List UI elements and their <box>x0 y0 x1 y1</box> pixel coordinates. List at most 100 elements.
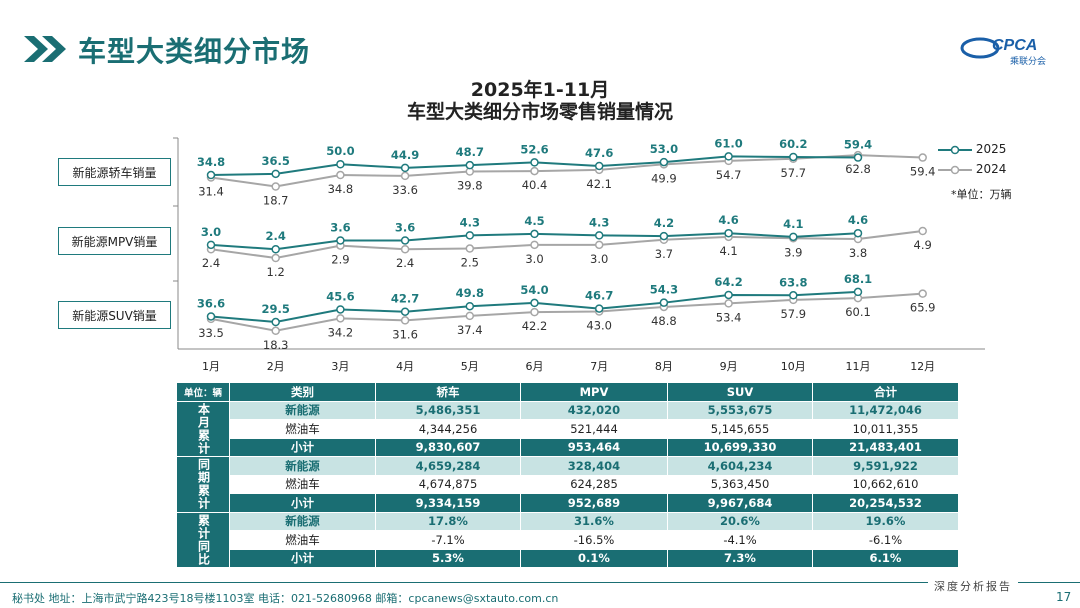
data-point-2024 <box>918 153 927 162</box>
panel-label-sedan: 新能源轿车销量 <box>58 158 171 186</box>
data-label-2024: 48.8 <box>651 314 677 328</box>
data-label-2024: 3.7 <box>655 247 673 261</box>
data-label-2024: 62.8 <box>845 162 871 176</box>
data-point-2024 <box>594 240 604 250</box>
data-point-2025 <box>594 161 604 171</box>
data-point-2025 <box>271 244 280 254</box>
col-header-mpv: MPV <box>520 382 668 402</box>
data-label-2024: 53.4 <box>716 310 742 324</box>
data-point-2024 <box>724 299 733 308</box>
table-header-row: 单位：辆 类别 轿车 MPV SUV 合计 <box>176 382 959 402</box>
data-label-2025: 36.5 <box>262 154 290 168</box>
data-point-2025 <box>724 228 733 238</box>
panel-label-mpv: 新能源MPV销量 <box>58 227 171 255</box>
group-label: 本月累计 <box>176 400 230 457</box>
data-label-2025: 63.8 <box>779 275 807 289</box>
table-cell: 6.1% <box>812 548 959 568</box>
data-point-2024 <box>271 182 280 191</box>
data-point-2025 <box>206 312 216 321</box>
data-point-2025 <box>789 232 798 242</box>
table-cell: -7.1% <box>375 530 521 550</box>
table-cell: 952,689 <box>520 493 668 513</box>
data-label-2025: 54.0 <box>520 283 548 297</box>
data-label-2025: 4.6 <box>718 213 738 227</box>
x-tick-label: 9月 <box>720 360 738 373</box>
col-header-total: 合计 <box>812 382 959 402</box>
table-cell: 20.6% <box>667 511 813 531</box>
data-label-2024: 34.8 <box>328 182 354 196</box>
table-cell: 624,285 <box>520 474 668 494</box>
data-point-2025 <box>724 152 733 161</box>
group-label: 累计同比 <box>176 511 230 568</box>
table-cell: 10,011,355 <box>812 419 959 439</box>
double-chevron-icon <box>24 36 66 62</box>
x-tick-label: 8月 <box>655 360 673 373</box>
data-point-2025 <box>530 158 539 167</box>
data-label-2024: 31.6 <box>392 327 418 341</box>
table-cell: 4,604,234 <box>667 456 813 476</box>
table-cell: 新能源 <box>229 456 376 476</box>
data-point-2025 <box>465 231 475 240</box>
table-cell: 4,344,256 <box>375 419 521 439</box>
data-label-2024: 42.2 <box>522 319 548 333</box>
table-cell: 4,659,284 <box>375 456 521 476</box>
table-row: 小计 9,334,159 952,689 9,967,684 20,254,532 <box>177 493 959 513</box>
table-cell: 10,662,610 <box>812 474 959 494</box>
data-label-2024: 2.9 <box>331 253 349 267</box>
data-label-2024: 18.7 <box>263 194 289 208</box>
table-cell: 小计 <box>229 548 376 568</box>
table-unit: 单位：辆 <box>176 382 230 402</box>
data-point-2025 <box>659 157 669 167</box>
x-tick-label: 5月 <box>461 360 479 373</box>
data-label-2025: 4.3 <box>460 215 480 229</box>
data-label-2025: 64.2 <box>714 275 742 289</box>
data-point-2025 <box>594 231 604 240</box>
table-cell: 31.6% <box>520 511 668 531</box>
data-label-2024: 4.9 <box>914 238 932 252</box>
data-label-2025: 29.5 <box>262 302 290 316</box>
table-cell: 5,363,450 <box>667 474 813 494</box>
data-label-2025: 2.4 <box>266 229 286 243</box>
x-tick-label: 2月 <box>267 360 285 373</box>
data-point-2024 <box>336 314 345 323</box>
data-point-2025 <box>336 159 345 169</box>
data-label-2025: 60.2 <box>779 137 807 151</box>
data-point-2024 <box>530 240 539 250</box>
data-label-2024: 57.7 <box>780 166 806 180</box>
unit-note: *单位：万辆 <box>951 188 1012 201</box>
legend-label-2024: 2024 <box>975 162 1007 176</box>
data-label-2024: 37.4 <box>457 323 483 337</box>
data-point-2025 <box>853 287 863 297</box>
data-point-2025 <box>789 152 798 162</box>
data-label-2024: 60.1 <box>845 305 871 319</box>
data-point-2025 <box>271 317 280 327</box>
footer-divider <box>0 582 1080 583</box>
x-tick-label: 3月 <box>331 360 349 373</box>
table-cell: 5,486,351 <box>375 400 521 420</box>
data-point-2024 <box>271 326 280 336</box>
col-header-suv: SUV <box>667 382 813 402</box>
table-cell: 11,472,046 <box>812 400 959 420</box>
table-cell: 燃油车 <box>229 530 376 550</box>
data-label-2024: 40.4 <box>522 178 548 192</box>
data-point-2025 <box>530 298 539 308</box>
data-point-2024 <box>918 226 927 236</box>
data-label-2025: 36.6 <box>197 296 225 310</box>
data-label-2025: 3.0 <box>201 225 221 239</box>
data-point-2025 <box>853 153 863 162</box>
table-cell: 21,483,401 <box>812 437 959 457</box>
data-point-2025 <box>400 307 410 316</box>
data-point-2025 <box>659 231 669 241</box>
data-label-2025: 4.6 <box>848 213 868 227</box>
legend-label-2025: 2025 <box>975 142 1007 156</box>
data-label-2024: 3.0 <box>525 252 543 266</box>
table-cell: 5,553,675 <box>667 400 813 420</box>
data-label-2025: 4.2 <box>654 216 674 230</box>
table-cell: 小计 <box>229 493 376 513</box>
table-cell: 新能源 <box>229 511 376 531</box>
data-point-2025 <box>724 290 733 300</box>
table-cell: 7.3% <box>667 548 813 568</box>
table-cell: 5,145,655 <box>667 419 813 439</box>
data-point-2025 <box>336 236 345 245</box>
data-label-2025: 42.7 <box>391 292 419 306</box>
